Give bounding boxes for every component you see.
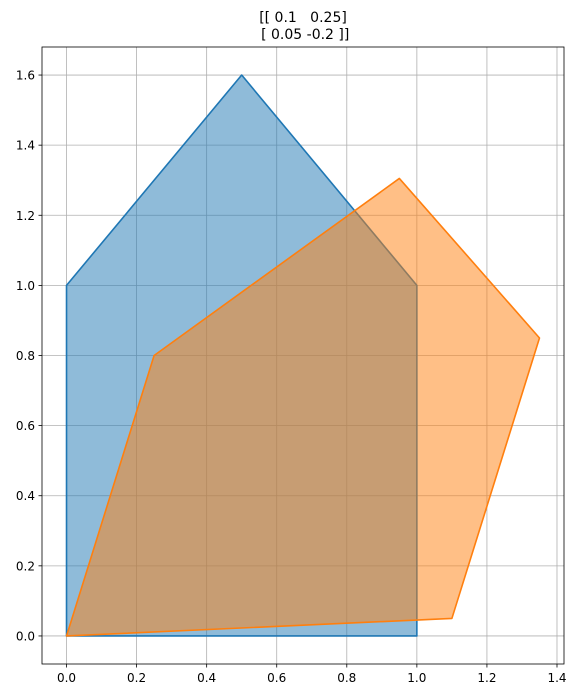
x-tick-label: 1.2 xyxy=(477,671,496,685)
y-tick-label: 1.2 xyxy=(16,209,35,223)
y-tick-label: 1.4 xyxy=(16,139,35,153)
x-tick-label: 0.0 xyxy=(57,671,76,685)
y-tick-label: 0.2 xyxy=(16,559,35,573)
polygon-series-2 xyxy=(65,177,541,637)
y-tick-label: 0.6 xyxy=(16,419,35,433)
polygons xyxy=(65,74,541,637)
y-axis: 0.0 0.2 0.4 0.6 0.8 1.0 1.2 1.4 1.6 xyxy=(16,69,42,643)
x-tick-label: 0.6 xyxy=(267,671,286,685)
y-tick-label: 0.0 xyxy=(16,629,35,643)
y-tick-label: 0.8 xyxy=(16,349,35,363)
y-tick-label: 0.4 xyxy=(16,489,35,503)
x-tick-label: 1.4 xyxy=(547,671,566,685)
y-tick-label: 1.6 xyxy=(16,69,35,83)
x-tick-label: 0.2 xyxy=(127,671,146,685)
x-tick-label: 1.0 xyxy=(407,671,426,685)
y-tick-label: 1.0 xyxy=(16,279,35,293)
chart-title-line-1: [[ 0.1 0.25] xyxy=(259,10,347,26)
x-tick-label: 0.8 xyxy=(337,671,356,685)
chart-title-line-2: [ 0.05 -0.2 ]] xyxy=(257,27,350,43)
x-tick-label: 0.4 xyxy=(197,671,216,685)
x-axis: 0.0 0.2 0.4 0.6 0.8 1.0 1.2 1.4 xyxy=(57,664,567,685)
